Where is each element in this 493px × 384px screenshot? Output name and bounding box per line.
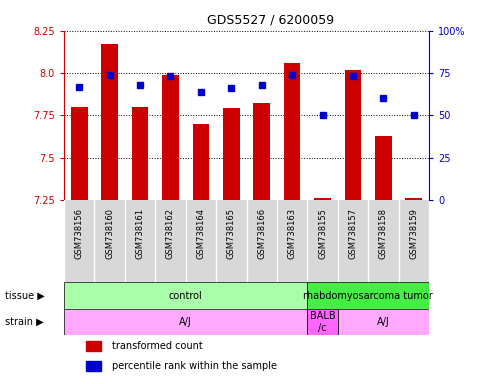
Bar [193,124,209,200]
Text: GDS5527 / 6200059: GDS5527 / 6200059 [207,14,334,27]
Text: GSM738160: GSM738160 [105,208,114,259]
Text: percentile rank within the sample: percentile rank within the sample [111,361,277,371]
Text: BALB
/c: BALB /c [310,311,335,333]
Bar [307,309,338,335]
Text: A/J: A/J [377,317,389,327]
Bar [64,309,307,335]
Text: GSM738162: GSM738162 [166,208,175,259]
Bar [405,198,422,200]
Bar [223,109,240,200]
Text: rhabdomyosarcoma tumor: rhabdomyosarcoma tumor [303,291,433,301]
Bar [284,63,300,200]
Bar [86,361,101,371]
Bar [345,70,361,200]
Text: transformed count: transformed count [111,341,202,351]
Text: GSM738164: GSM738164 [196,208,206,259]
Bar [102,44,118,200]
Bar [64,283,307,309]
Text: GSM738161: GSM738161 [136,208,144,259]
Bar [314,198,331,200]
Bar [162,74,179,200]
Bar [338,309,429,335]
Bar [253,103,270,200]
Text: GSM738165: GSM738165 [227,208,236,259]
Text: control: control [169,291,203,301]
Text: GSM738163: GSM738163 [287,208,297,259]
Bar [71,107,88,200]
Bar [86,341,101,351]
Text: GSM738157: GSM738157 [349,208,357,259]
Text: A/J: A/J [179,317,192,327]
Text: strain ▶: strain ▶ [5,317,43,327]
Text: tissue ▶: tissue ▶ [5,291,45,301]
Text: GSM738159: GSM738159 [409,208,418,259]
Bar [375,136,391,200]
Text: GSM738158: GSM738158 [379,208,388,259]
Text: GSM738156: GSM738156 [75,208,84,259]
Bar [307,283,429,309]
Text: GSM738155: GSM738155 [318,208,327,259]
Text: GSM738166: GSM738166 [257,208,266,259]
Bar [132,107,148,200]
